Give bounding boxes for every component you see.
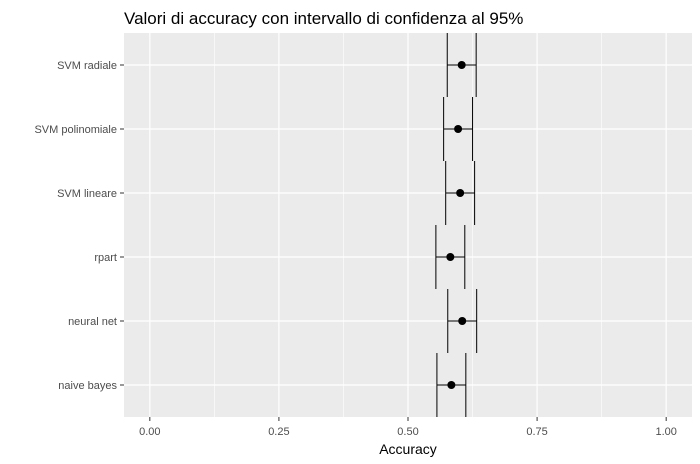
x-tick-label: 0.75 xyxy=(526,426,547,438)
y-tick-label: SVM lineare xyxy=(57,188,117,200)
point-svm-lineare xyxy=(456,189,465,197)
data-marks xyxy=(435,33,478,417)
y-tick-label: neural net xyxy=(68,316,117,328)
x-axis: 0.00 0.25 0.50 0.75 1.00 xyxy=(139,417,677,438)
x-tick-label: 1.00 xyxy=(655,426,676,438)
point-svm-radiale xyxy=(457,61,466,69)
major-gridlines xyxy=(124,33,692,417)
point-naive-bayes xyxy=(447,381,456,389)
y-tick-label: naive bayes xyxy=(58,380,117,392)
y-tick-label: SVM radiale xyxy=(57,60,117,72)
x-tick-label: 0.25 xyxy=(268,426,289,438)
y-tick-label: rpart xyxy=(94,252,117,264)
chart-title: Valori di accuracy con intervallo di con… xyxy=(124,9,523,28)
x-axis-title: Accuracy xyxy=(379,441,437,457)
x-tick-label: 0.50 xyxy=(397,426,418,438)
point-svm-polinomiale xyxy=(454,125,463,133)
y-axis: SVM radiale SVM polinomiale SVM lineare rpa… xyxy=(34,60,124,392)
x-tick-label: 0.00 xyxy=(139,426,160,438)
point-rpart xyxy=(446,253,455,261)
y-tick-label: SVM polinomiale xyxy=(34,124,117,136)
point-neural-net xyxy=(458,317,467,325)
